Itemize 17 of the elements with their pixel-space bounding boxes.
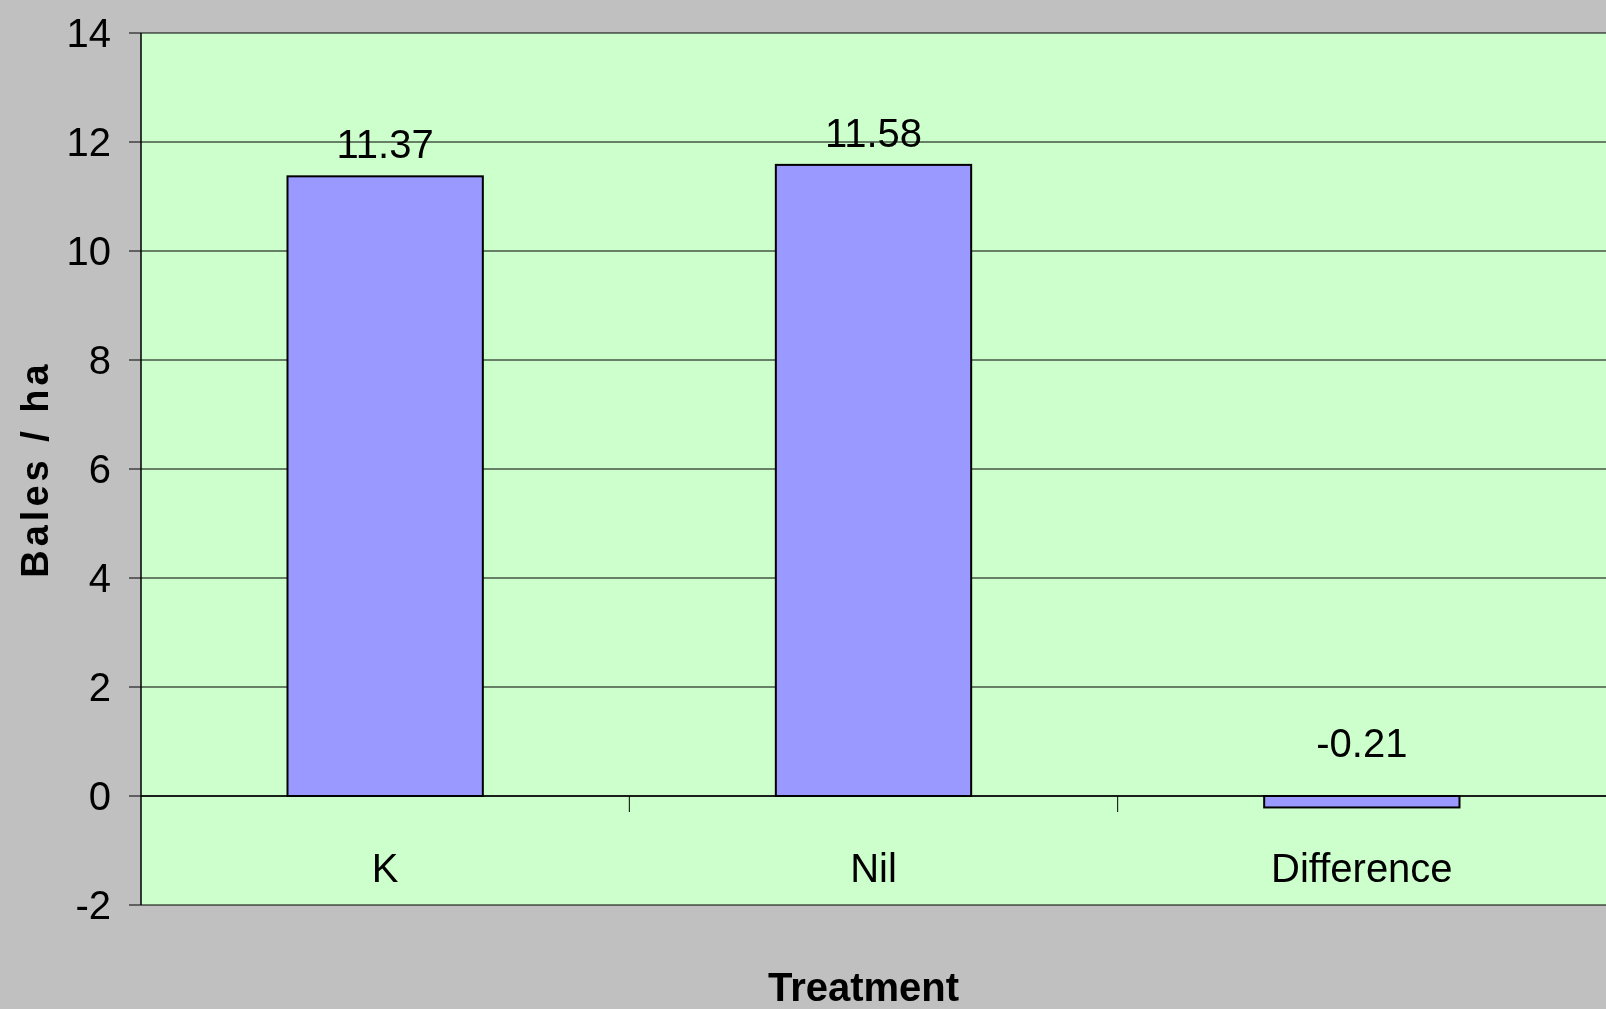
y-tick-label: 8 bbox=[88, 338, 111, 382]
x-axis-title: Treatment bbox=[767, 965, 960, 1009]
data-label: -0.21 bbox=[1316, 720, 1408, 765]
y-tick-label: 6 bbox=[88, 447, 111, 491]
y-tick-label: 12 bbox=[66, 120, 111, 164]
y-tick-label: -2 bbox=[75, 883, 111, 927]
y-tick-label: 10 bbox=[66, 229, 111, 273]
x-tick-label: K bbox=[371, 846, 399, 890]
data-label: 11.58 bbox=[824, 110, 923, 155]
y-tick-label: 14 bbox=[66, 11, 111, 55]
y-axis-title: Bales / ha bbox=[14, 360, 56, 578]
y-tick-label: 0 bbox=[88, 774, 111, 818]
data-label: 11.37 bbox=[336, 122, 434, 167]
y-tick-label: 4 bbox=[88, 556, 111, 600]
x-tick-label: Difference bbox=[1271, 846, 1453, 890]
x-tick-label: Nil bbox=[850, 846, 897, 890]
y-tick-label: 2 bbox=[88, 665, 111, 709]
